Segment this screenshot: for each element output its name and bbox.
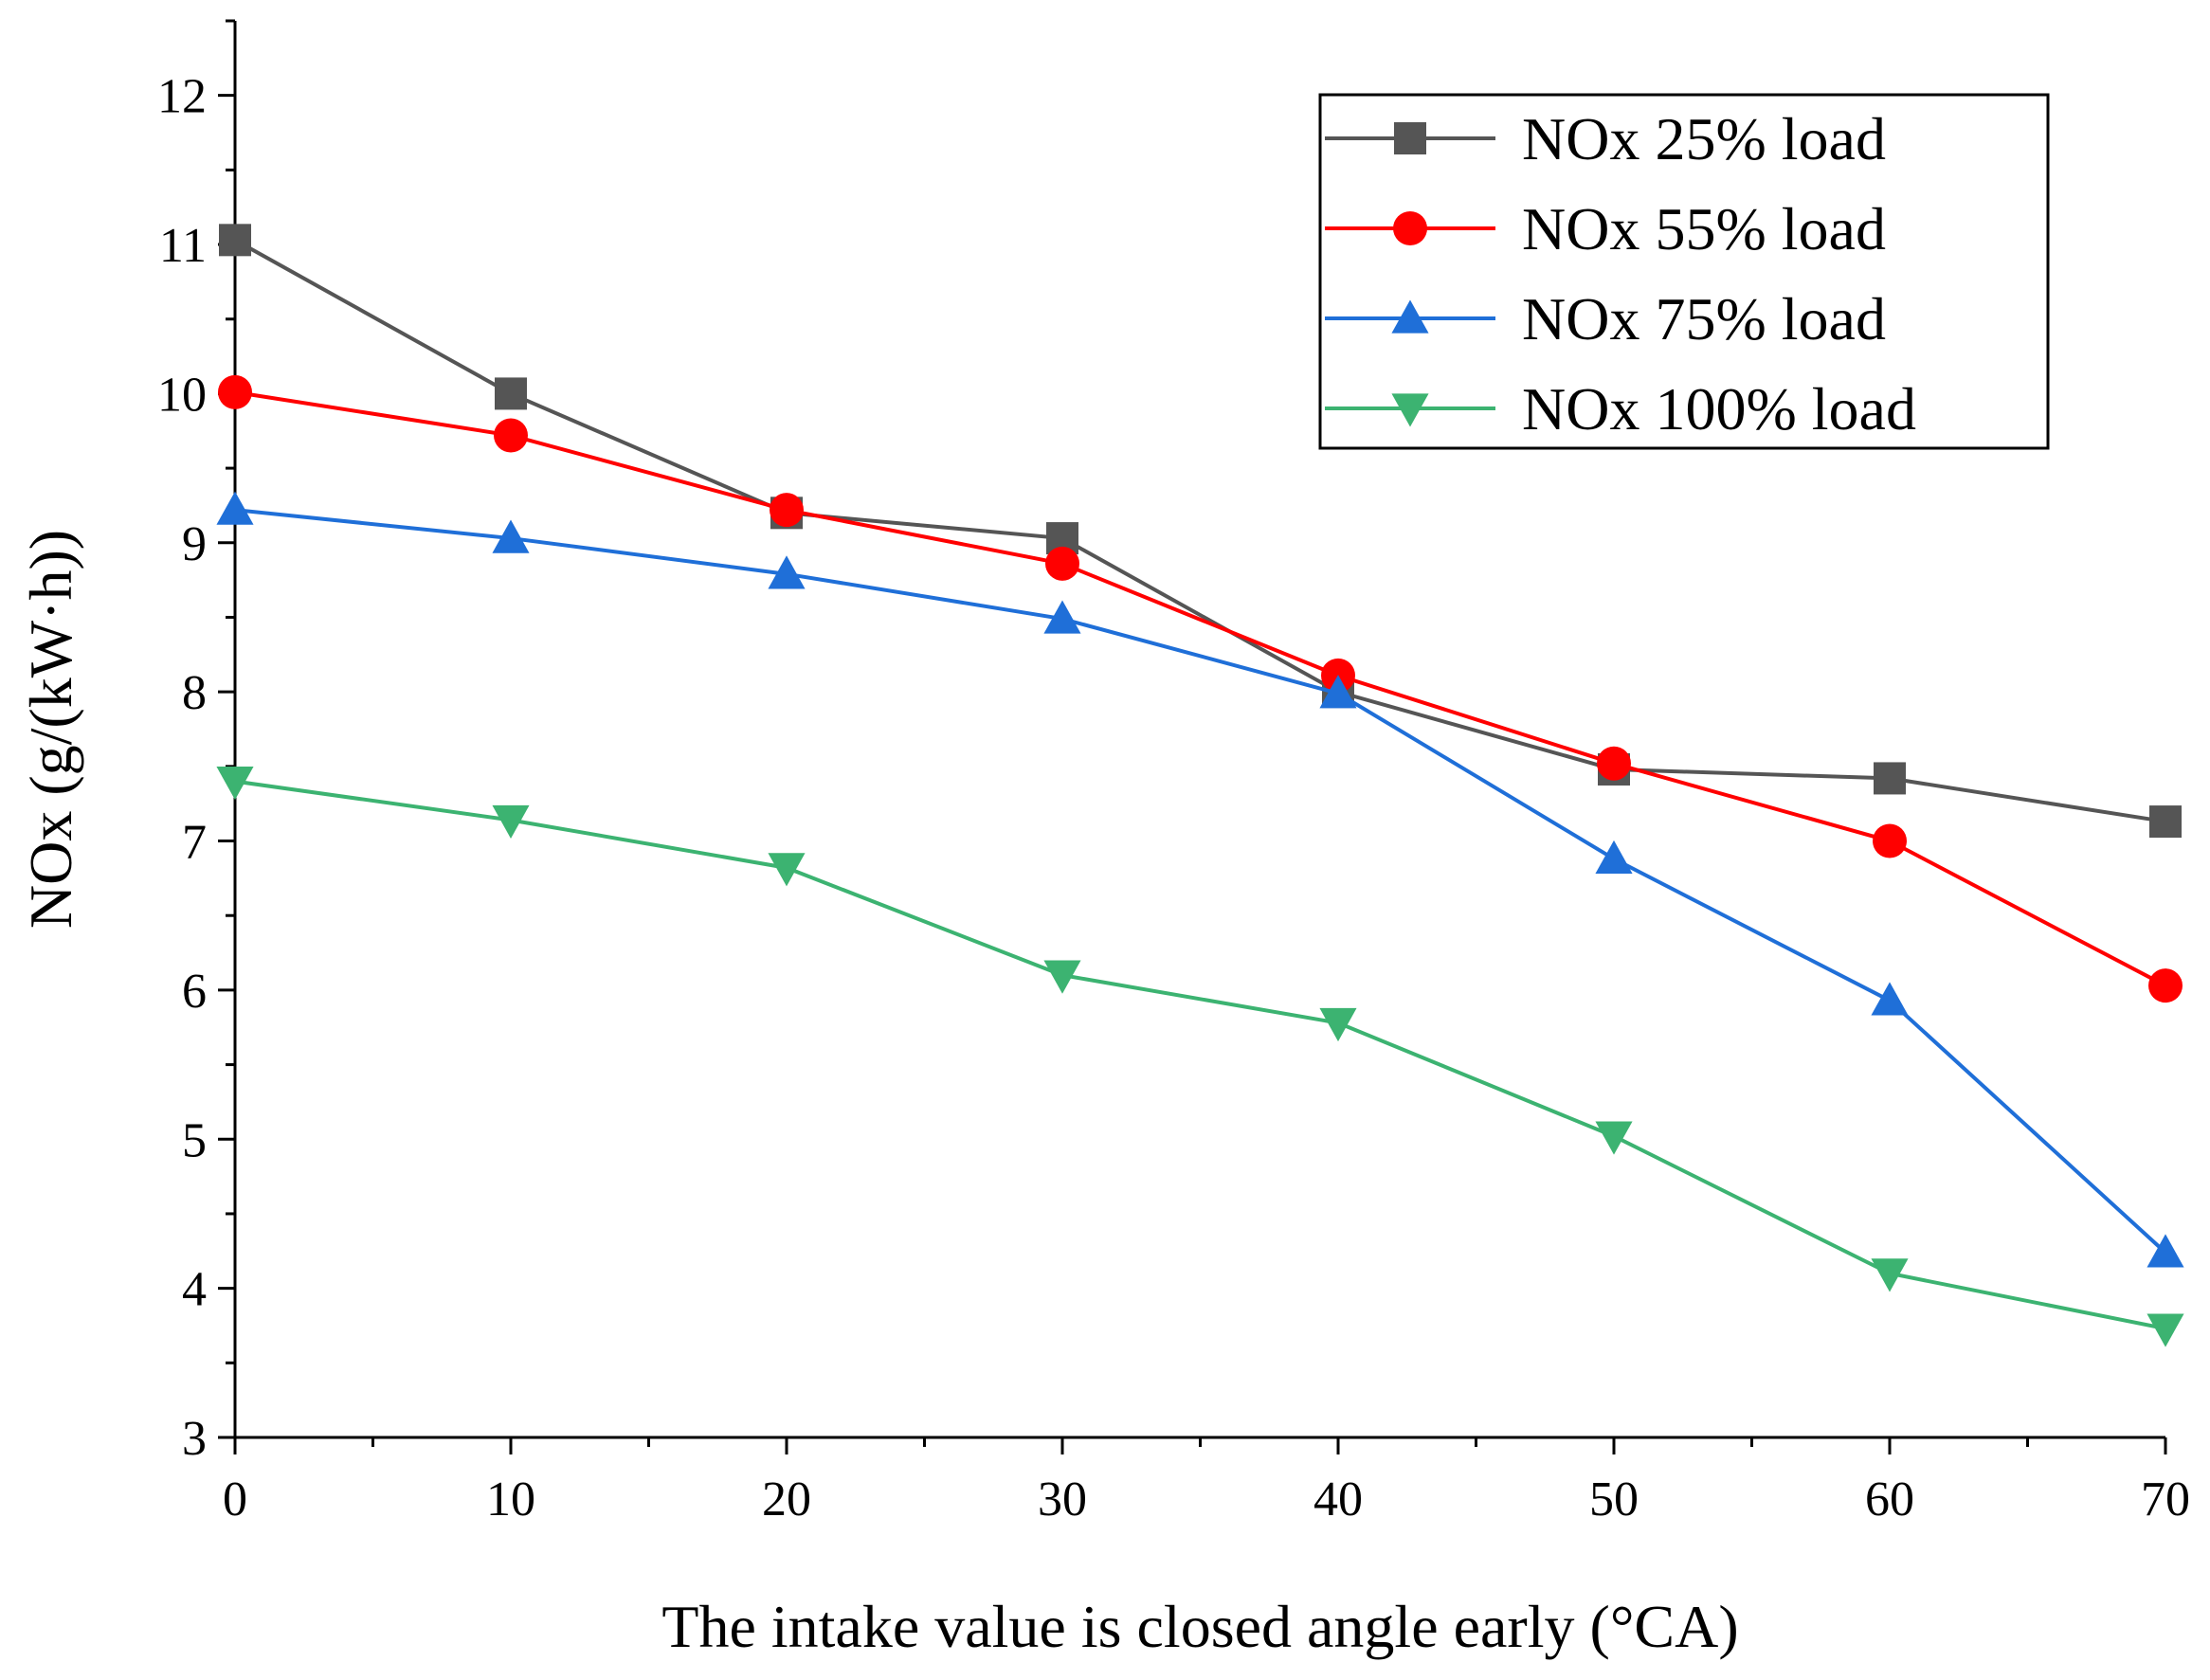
series-2 [218, 374, 2183, 1003]
legend-item: NOx 55% load [1325, 195, 1886, 262]
x-tick-label: 70 [2141, 1472, 2190, 1526]
data-point [1595, 840, 1633, 875]
y-tick-label: 7 [182, 816, 207, 870]
data-point [219, 224, 251, 257]
legend-item: NOx 100% load [1325, 375, 1916, 443]
series-line [234, 779, 2166, 1331]
series-line [234, 238, 2166, 824]
series-line [234, 508, 2167, 1255]
legend-label: NOx 100% load [1522, 375, 1916, 443]
y-tick-label: 10 [157, 368, 207, 422]
y-tick-label: 5 [182, 1113, 207, 1167]
legend-marker [1391, 393, 1429, 427]
data-point [1871, 1258, 1909, 1292]
series-line [234, 389, 2166, 987]
data-point [1871, 982, 1909, 1016]
legend-marker [1393, 211, 1427, 245]
data-point [768, 853, 806, 887]
legend-marker [1394, 122, 1426, 154]
y-tick-label: 12 [157, 70, 207, 124]
data-point [1045, 546, 1079, 581]
x-tick-label: 0 [223, 1472, 247, 1526]
legend-marker [1391, 299, 1429, 334]
legend-box [1318, 93, 2050, 450]
y-tick-label: 3 [182, 1412, 207, 1466]
y-axis-title: NOx (g/(kW·h)) [17, 530, 84, 929]
y-tick-label: 9 [182, 517, 207, 571]
data-point [1597, 746, 1631, 781]
series-4 [216, 766, 2184, 1347]
x-axis-title: The intake value is closed angle early (… [661, 1593, 1738, 1660]
data-point [216, 766, 254, 801]
data-point [1874, 762, 1906, 795]
data-point [1319, 1007, 1357, 1042]
legend-label: NOx 25% load [1522, 105, 1886, 172]
data-point [495, 377, 527, 410]
data-point [2147, 1313, 2184, 1347]
data-point [1873, 823, 1907, 858]
y-tick-label: 6 [182, 965, 207, 1019]
data-point [1043, 600, 1081, 634]
data-point [216, 491, 254, 525]
legend-item: NOx 25% load [1325, 105, 1886, 172]
series-layer [216, 224, 2184, 1347]
series-3 [216, 491, 2184, 1268]
legend: NOx 25% load NOx 55% load NOx 75% load NOx … [1318, 93, 2050, 450]
data-point [2148, 968, 2183, 1003]
data-point [218, 374, 252, 409]
x-tick-label: 50 [1589, 1472, 1639, 1526]
x-tick-label: 10 [486, 1472, 535, 1526]
y-tick-label: 4 [182, 1263, 207, 1317]
legend-label: NOx 55% load [1522, 195, 1886, 262]
data-point [1043, 960, 1081, 994]
x-tick-label: 60 [1865, 1472, 1914, 1526]
x-tick-label: 40 [1313, 1472, 1363, 1526]
data-point [1319, 675, 1357, 709]
legend-item: NOx 75% load [1325, 285, 1886, 352]
data-point [2149, 805, 2182, 839]
y-tick-label: 8 [182, 666, 207, 720]
y-tick-label: 11 [159, 219, 207, 273]
x-tick-label: 30 [1038, 1472, 1087, 1526]
data-point [492, 519, 530, 553]
x-tick-label: 20 [762, 1472, 811, 1526]
data-point [1595, 1121, 1633, 1155]
data-point [492, 804, 530, 840]
data-point [494, 418, 528, 453]
legend-label: NOx 75% load [1522, 285, 1886, 352]
data-point [2147, 1234, 2184, 1268]
data-point [768, 555, 806, 589]
axes: 0 10 20 30 40 50 60 70 3 4 5 6 7 8 9 10 11 12 [157, 19, 2190, 1526]
data-point [770, 493, 804, 528]
